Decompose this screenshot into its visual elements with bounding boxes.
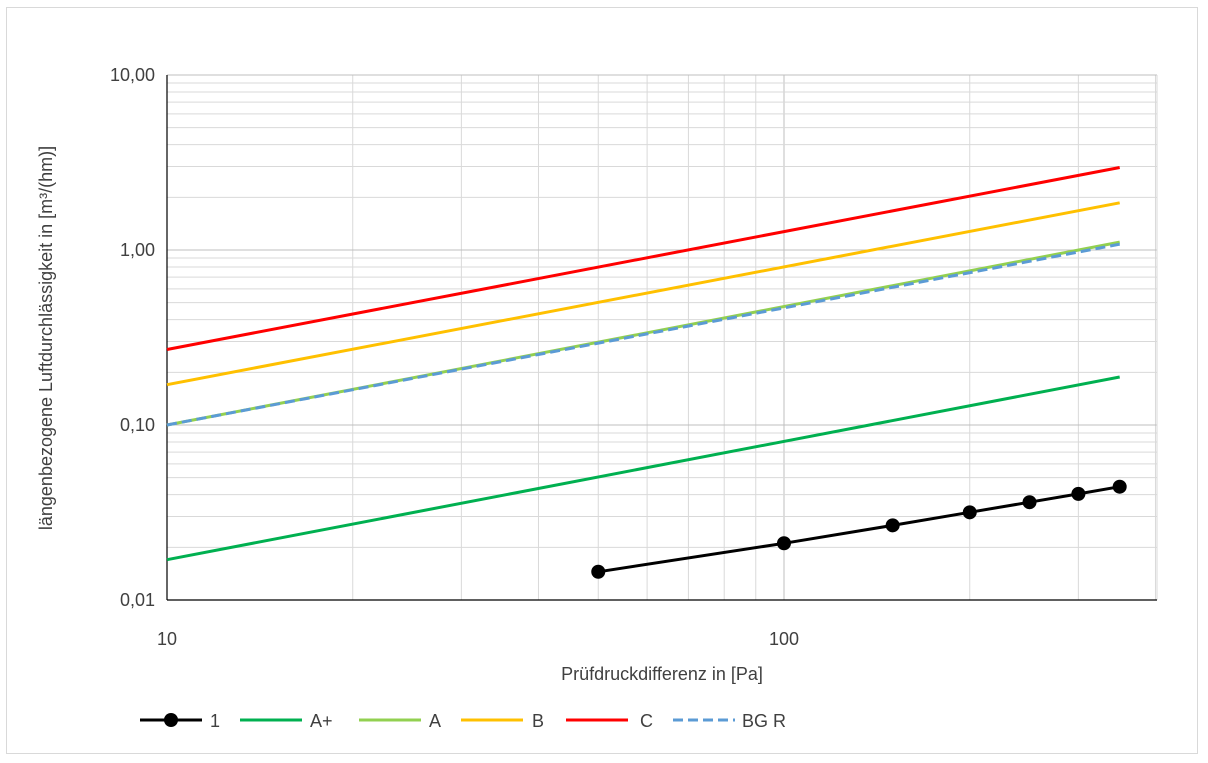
y-tick-label: 0,01: [120, 590, 155, 610]
legend-item: A+: [240, 711, 333, 731]
series-c: [166, 166, 1120, 351]
series-bg-r: [166, 242, 1120, 427]
series-1: [591, 479, 1127, 579]
legend-label: C: [640, 711, 653, 731]
axes: [166, 75, 1157, 601]
tick-labels: 10 100 0,01 0,10 1,00 10,00: [110, 65, 799, 649]
x-axis-title: Prüfdruckdifferenz in [Pa]: [561, 664, 763, 684]
series-layer: [166, 166, 1127, 579]
series-line: [598, 485, 1120, 574]
x-tick-label: 10: [157, 629, 177, 649]
series-line: [166, 242, 1120, 427]
legend-item: A: [359, 711, 441, 731]
data-point: [885, 518, 900, 533]
legend-label: A+: [310, 711, 333, 731]
legend-item: 1: [140, 711, 220, 731]
legend-label: BG R: [742, 711, 786, 731]
data-point: [591, 564, 606, 579]
x-tick-label: 100: [769, 629, 799, 649]
gridlines: [167, 74, 1158, 600]
legend-label: B: [532, 711, 544, 731]
legend-marker: [164, 713, 178, 727]
legend-item: C: [566, 711, 653, 731]
series-line: [166, 201, 1120, 387]
y-tick-label: 1,00: [120, 240, 155, 260]
series-b: [166, 201, 1120, 387]
series-a-: [166, 375, 1120, 562]
y-tick-label: 10,00: [110, 65, 155, 85]
data-point: [777, 536, 791, 551]
chart-area: [6, 7, 1198, 754]
data-point: [1071, 486, 1086, 501]
data-point: [1022, 495, 1037, 510]
legend-item: BG R: [673, 711, 786, 731]
legend-label: A: [429, 711, 441, 731]
legend-label: 1: [210, 711, 220, 731]
y-tick-label: 0,10: [120, 415, 155, 435]
series-line: [166, 375, 1120, 562]
series-line: [166, 166, 1120, 351]
legend: 1 A+ A B C BG R: [140, 711, 786, 731]
data-point: [1112, 479, 1127, 494]
legend-item: B: [461, 711, 544, 731]
data-point: [962, 505, 977, 520]
y-axis-title: längenbezogene Luftdurchlässigkeit in [m…: [36, 146, 56, 530]
